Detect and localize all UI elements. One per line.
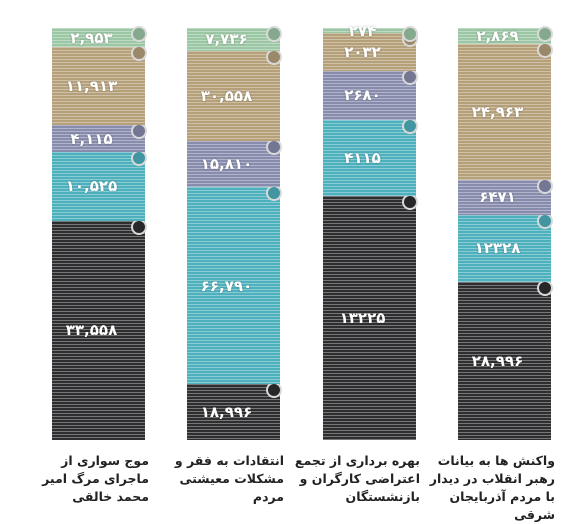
data-label: ۱۵,۸۱۰ <box>200 155 253 174</box>
data-label: ۱۸,۹۹۶ <box>200 403 253 422</box>
platform-icon <box>131 26 147 42</box>
bar-segment <box>458 179 551 215</box>
data-label: ۱۰,۵۲۵ <box>65 177 118 196</box>
platform-icon <box>537 212 553 229</box>
data-label: ۱۱,۹۱۳ <box>65 77 118 96</box>
platform-icon <box>131 123 147 140</box>
data-label: ۱۲۳۲۸ <box>474 239 521 258</box>
platform-icon <box>537 41 553 58</box>
platform-icon <box>402 193 418 210</box>
data-label: ۱۳۲۲۵ <box>339 308 386 327</box>
bar-segment <box>323 120 416 196</box>
bar-segment <box>52 47 145 126</box>
data-label: ۲۰۳۲ <box>344 42 381 61</box>
data-label: ۲۷۴ <box>348 21 377 40</box>
data-label: ۲,۹۵۳ <box>70 28 113 47</box>
bar-segment <box>52 152 145 221</box>
bar-segment <box>187 187 280 385</box>
platform-icon <box>402 68 418 85</box>
bar-segment <box>52 220 145 440</box>
category-label: انتقادات به فقر و مشکلات معیشتی مردم <box>174 453 284 504</box>
bar-segment <box>458 43 551 180</box>
bar-segment <box>458 214 551 283</box>
category-label: موج سواری از ماجرای مرگ امیر محمد خالقی <box>42 453 149 504</box>
data-label: ۲۴,۹۶۳ <box>471 102 524 121</box>
platform-icon <box>537 280 553 297</box>
platform-icon <box>537 26 553 42</box>
data-label: ۳۰,۵۵۸ <box>200 86 253 105</box>
platform-icon <box>131 150 147 166</box>
platform-icon <box>402 26 418 42</box>
platform-icon <box>131 218 147 235</box>
bar-segment <box>52 125 145 152</box>
data-label: ۳۳,۵۵۸ <box>65 321 118 340</box>
data-label: ۴,۱۱۵ <box>70 129 113 148</box>
data-label: ۷,۷۳۶ <box>205 30 248 49</box>
platform-icon <box>266 26 282 42</box>
bar-segment <box>323 70 416 120</box>
category-label: بهره برداری از تجمع اعتراضی کارگران و با… <box>294 453 420 504</box>
bar-segment <box>323 28 416 34</box>
platform-icon <box>402 118 418 134</box>
bar-segment <box>187 384 280 440</box>
platform-icon <box>537 177 553 194</box>
data-label: ۲۶۸۰ <box>344 86 381 105</box>
data-label: ۴۱۱۵ <box>344 148 381 167</box>
bar-segment <box>458 282 551 440</box>
bar-segment <box>323 33 416 71</box>
bar-segment <box>187 28 280 51</box>
bar-segment <box>52 28 145 48</box>
category-label: واکنش ها به بیانات رهبر انقلاب در دیدار … <box>429 453 555 522</box>
data-label: ۶۶,۷۹۰ <box>200 276 253 295</box>
data-label: ۶۴۷۱ <box>479 188 516 207</box>
platform-icon <box>266 382 282 399</box>
platform-icon <box>266 48 282 65</box>
bar-segment <box>458 28 551 44</box>
data-label: ۲,۸۶۹ <box>476 26 519 45</box>
data-label: ۲۸,۹۹۶ <box>471 352 524 371</box>
bar-segment <box>187 140 280 188</box>
bar-segment <box>187 50 280 141</box>
bar-segment <box>323 195 416 440</box>
platform-icon <box>266 138 282 155</box>
